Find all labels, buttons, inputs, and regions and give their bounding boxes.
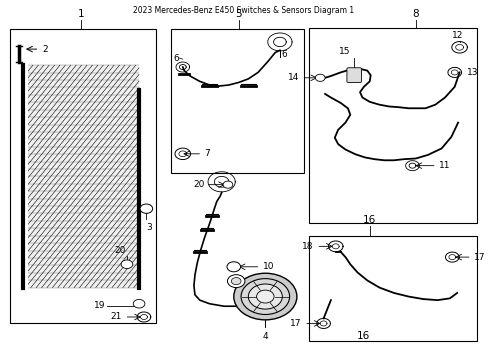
Text: 14: 14: [288, 73, 299, 82]
Text: 10: 10: [263, 262, 274, 271]
Circle shape: [233, 273, 296, 320]
Circle shape: [248, 284, 282, 309]
Bar: [308, 235, 476, 341]
Text: 13: 13: [466, 68, 477, 77]
Circle shape: [140, 204, 152, 213]
Text: 2: 2: [42, 45, 47, 54]
Text: 21: 21: [110, 312, 122, 321]
Text: 3: 3: [145, 223, 151, 232]
Bar: [10, 30, 156, 323]
Text: 15: 15: [338, 47, 349, 56]
Text: 16: 16: [363, 215, 376, 225]
Text: 2023 Mercedes-Benz E450 Switches & Sensors Diagram 1: 2023 Mercedes-Benz E450 Switches & Senso…: [133, 6, 353, 15]
Text: 11: 11: [438, 161, 450, 170]
Bar: [308, 28, 476, 223]
Circle shape: [241, 279, 289, 315]
Circle shape: [231, 278, 241, 285]
Circle shape: [223, 181, 232, 188]
Text: 17: 17: [473, 253, 485, 262]
Text: 7: 7: [204, 149, 210, 158]
Text: 20: 20: [193, 180, 204, 189]
Text: 6: 6: [281, 50, 286, 59]
Circle shape: [133, 300, 144, 308]
Text: 12: 12: [450, 31, 462, 40]
Text: 4: 4: [262, 332, 267, 341]
Text: 6: 6: [173, 54, 179, 63]
Circle shape: [226, 262, 240, 272]
Text: 19: 19: [93, 301, 105, 310]
Text: 8: 8: [412, 9, 418, 19]
Text: 18: 18: [302, 242, 313, 251]
Text: 9: 9: [265, 276, 270, 285]
Circle shape: [256, 290, 273, 303]
Text: 5: 5: [235, 9, 242, 19]
Bar: [27, 65, 139, 288]
Text: 16: 16: [357, 331, 370, 341]
Bar: [170, 30, 304, 173]
Circle shape: [315, 74, 325, 81]
Circle shape: [121, 260, 133, 269]
FancyBboxPatch shape: [346, 68, 361, 82]
Text: 20: 20: [114, 246, 125, 255]
Text: 1: 1: [77, 9, 84, 19]
Text: 17: 17: [290, 319, 301, 328]
Circle shape: [227, 275, 244, 288]
